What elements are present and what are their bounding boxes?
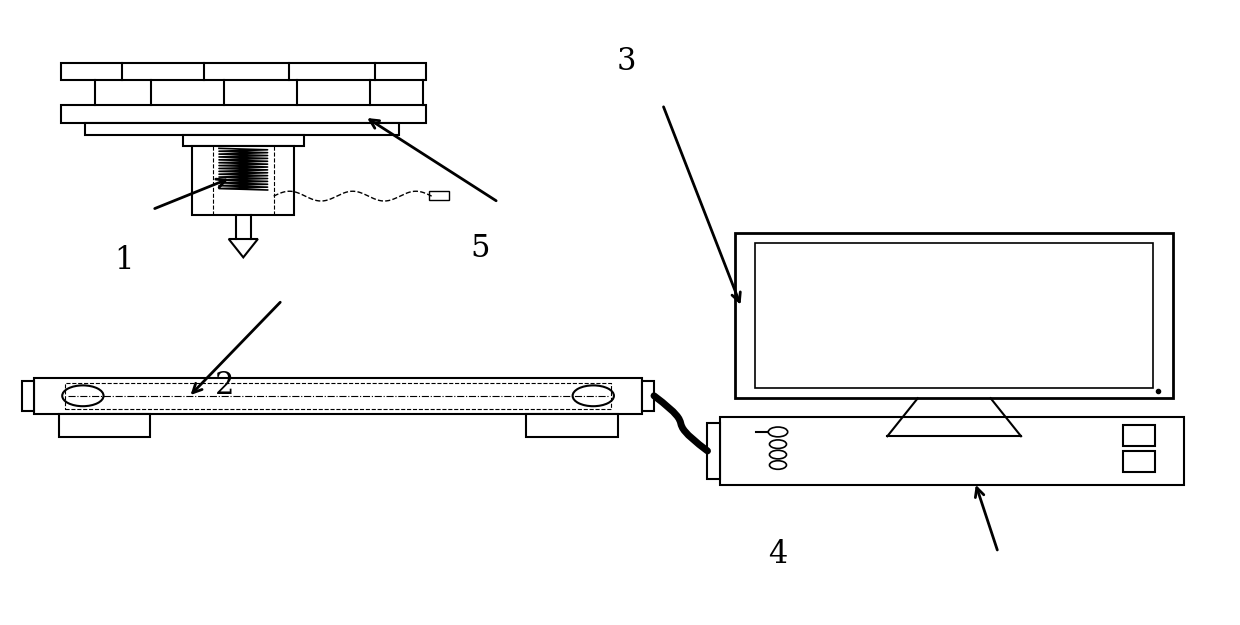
Text: 5: 5 bbox=[470, 232, 490, 264]
Bar bbox=[61, 106, 425, 122]
Bar bbox=[22, 381, 35, 411]
Polygon shape bbox=[228, 239, 258, 258]
Bar bbox=[1123, 451, 1154, 472]
Bar bbox=[527, 414, 618, 437]
Bar bbox=[58, 414, 150, 437]
Bar bbox=[755, 242, 1153, 389]
Text: 1: 1 bbox=[114, 245, 134, 276]
Bar bbox=[719, 417, 1184, 485]
Bar bbox=[735, 233, 1173, 398]
Bar bbox=[35, 378, 642, 414]
Bar bbox=[429, 191, 449, 201]
Text: 3: 3 bbox=[616, 46, 636, 77]
Bar bbox=[192, 146, 294, 214]
Bar bbox=[182, 135, 304, 146]
Bar bbox=[64, 383, 611, 409]
Bar bbox=[1123, 425, 1154, 446]
Bar bbox=[642, 381, 653, 411]
Bar bbox=[86, 122, 399, 135]
Text: 2: 2 bbox=[216, 371, 234, 401]
Bar bbox=[708, 422, 719, 479]
Text: 4: 4 bbox=[769, 539, 787, 570]
Bar bbox=[61, 62, 425, 80]
